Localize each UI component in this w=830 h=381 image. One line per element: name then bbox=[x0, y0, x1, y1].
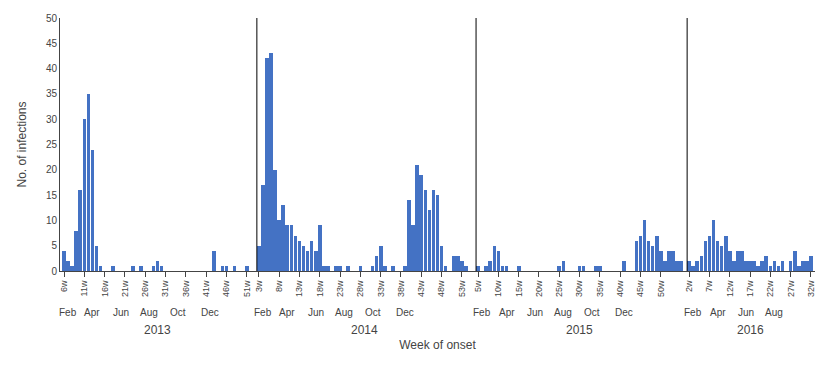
svg-text:0: 0 bbox=[51, 266, 57, 277]
svg-text:15w: 15w bbox=[514, 280, 524, 297]
svg-text:33w: 33w bbox=[376, 280, 386, 297]
svg-text:2016: 2016 bbox=[737, 323, 764, 337]
svg-text:53w: 53w bbox=[457, 280, 467, 297]
svg-text:40: 40 bbox=[46, 63, 58, 74]
svg-text:31w: 31w bbox=[160, 280, 170, 297]
svg-text:20w: 20w bbox=[534, 280, 544, 297]
svg-text:Jun: Jun bbox=[308, 307, 324, 318]
svg-text:Aug: Aug bbox=[140, 307, 158, 318]
svg-text:8w: 8w bbox=[274, 280, 284, 292]
svg-text:2013: 2013 bbox=[144, 323, 171, 337]
svg-text:2w: 2w bbox=[684, 280, 694, 292]
svg-text:Feb: Feb bbox=[684, 307, 702, 318]
svg-text:15: 15 bbox=[46, 190, 58, 201]
svg-text:5: 5 bbox=[51, 240, 57, 251]
svg-text:Oct: Oct bbox=[365, 307, 381, 318]
svg-text:Oct: Oct bbox=[584, 307, 600, 318]
svg-text:6w: 6w bbox=[59, 280, 69, 292]
svg-text:48w: 48w bbox=[436, 280, 446, 297]
svg-text:23w: 23w bbox=[335, 280, 345, 297]
svg-text:43w: 43w bbox=[416, 280, 426, 297]
svg-text:7w: 7w bbox=[704, 280, 714, 292]
svg-text:Aug: Aug bbox=[765, 307, 783, 318]
svg-text:38w: 38w bbox=[396, 280, 406, 297]
svg-text:Dec: Dec bbox=[201, 307, 219, 318]
svg-text:21w: 21w bbox=[120, 280, 130, 297]
svg-text:13w: 13w bbox=[294, 280, 304, 297]
svg-text:Jun: Jun bbox=[738, 307, 754, 318]
svg-text:Feb: Feb bbox=[254, 307, 272, 318]
svg-text:Feb: Feb bbox=[59, 307, 77, 318]
svg-text:25w: 25w bbox=[554, 280, 564, 297]
svg-text:Dec: Dec bbox=[615, 307, 633, 318]
svg-text:45w: 45w bbox=[635, 280, 645, 297]
svg-text:11w: 11w bbox=[79, 280, 89, 296]
svg-text:Apr: Apr bbox=[499, 307, 515, 318]
svg-text:Jun: Jun bbox=[527, 307, 543, 318]
svg-text:18w: 18w bbox=[315, 280, 325, 297]
svg-text:12w: 12w bbox=[725, 280, 735, 297]
svg-text:Dec: Dec bbox=[396, 307, 414, 318]
svg-text:2014: 2014 bbox=[351, 323, 378, 337]
svg-text:25: 25 bbox=[46, 139, 58, 150]
svg-text:Jun: Jun bbox=[113, 307, 129, 318]
svg-text:28w: 28w bbox=[355, 280, 365, 297]
svg-text:36w: 36w bbox=[181, 280, 191, 297]
svg-text:22w: 22w bbox=[765, 280, 775, 297]
svg-text:26w: 26w bbox=[140, 280, 150, 297]
svg-text:51w: 51w bbox=[242, 280, 252, 297]
svg-text:Apr: Apr bbox=[710, 307, 726, 318]
svg-text:3w: 3w bbox=[254, 280, 264, 292]
svg-text:Aug: Aug bbox=[335, 307, 353, 318]
svg-text:40w: 40w bbox=[615, 280, 625, 297]
svg-text:50: 50 bbox=[46, 13, 58, 24]
svg-text:35: 35 bbox=[46, 88, 58, 99]
svg-text:10w: 10w bbox=[493, 280, 503, 297]
svg-text:No. of infections: No. of infections bbox=[15, 101, 29, 187]
svg-text:Apr: Apr bbox=[84, 307, 100, 318]
svg-text:50w: 50w bbox=[656, 280, 666, 297]
svg-text:5w: 5w bbox=[473, 280, 483, 292]
svg-text:20: 20 bbox=[46, 164, 58, 175]
svg-text:2015: 2015 bbox=[566, 323, 593, 337]
svg-text:30w: 30w bbox=[574, 280, 584, 297]
svg-text:17w: 17w bbox=[745, 280, 755, 297]
svg-text:16w: 16w bbox=[100, 280, 110, 297]
svg-text:Apr: Apr bbox=[279, 307, 295, 318]
svg-text:Feb: Feb bbox=[473, 307, 491, 318]
svg-text:Oct: Oct bbox=[170, 307, 186, 318]
svg-text:Week of onset: Week of onset bbox=[399, 338, 476, 352]
svg-text:41w: 41w bbox=[201, 280, 211, 297]
svg-text:46w: 46w bbox=[221, 280, 231, 297]
svg-text:35w: 35w bbox=[595, 280, 605, 297]
svg-text:Aug: Aug bbox=[554, 307, 572, 318]
svg-text:10: 10 bbox=[46, 215, 58, 226]
svg-text:30: 30 bbox=[46, 114, 58, 125]
svg-text:32w: 32w bbox=[806, 280, 816, 297]
svg-text:27w: 27w bbox=[786, 280, 796, 297]
svg-text:45: 45 bbox=[46, 38, 58, 49]
